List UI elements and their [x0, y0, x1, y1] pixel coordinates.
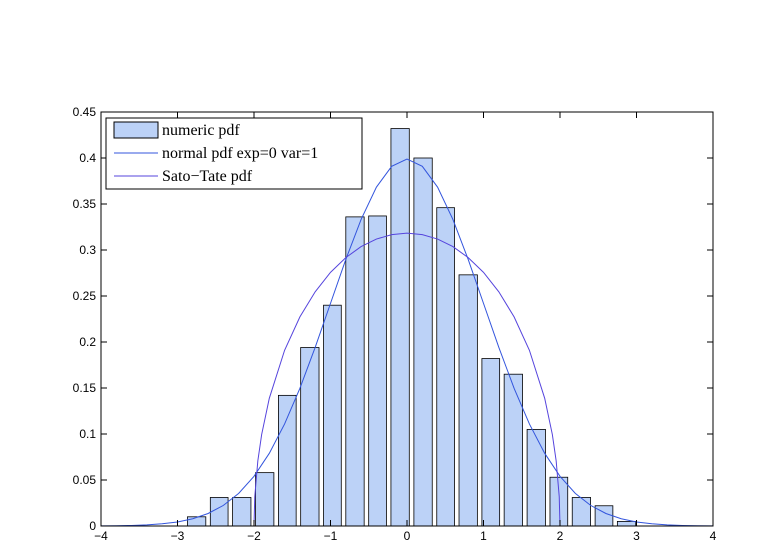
bar: [390, 128, 410, 527]
bar: [209, 497, 229, 527]
legend-label: Sato−Tate pdf: [162, 168, 253, 185]
pdf-line: [253, 232, 561, 527]
x-tick-label: −4: [94, 529, 108, 543]
x-tick-label: −1: [324, 529, 338, 543]
legend: numeric pdf normal pdf exp=0 var=1 Sato−Ta…: [105, 117, 363, 190]
y-tick-label: 0.35: [73, 197, 97, 211]
bar: [549, 476, 569, 527]
x-tick-label: 0: [404, 529, 411, 543]
bar: [368, 215, 387, 527]
y-tick-label: 0.1: [79, 427, 96, 441]
bar: [616, 521, 637, 527]
bar: [187, 516, 207, 527]
x-tick-label: −2: [247, 529, 261, 543]
y-tick-label: 0.15: [73, 381, 97, 395]
y-tick-label: 0.3: [79, 243, 96, 257]
bar: [526, 428, 546, 527]
bar: [345, 216, 365, 527]
y-tick-label: 0.4: [79, 151, 96, 165]
bar: [232, 497, 252, 527]
bar: [458, 274, 478, 527]
y-tick-label: 0.2: [79, 335, 96, 349]
bar: [278, 394, 297, 527]
bar: [255, 472, 275, 527]
bar: [323, 304, 342, 527]
x-tick-label: 3: [633, 529, 640, 543]
y-tick-label: 0.45: [73, 105, 97, 119]
legend-label: normal pdf exp=0 var=1: [162, 145, 318, 162]
bar: [436, 207, 455, 527]
y-tick-label: 0.25: [73, 289, 97, 303]
bar: [481, 358, 501, 527]
bar: [413, 157, 433, 527]
x-tick-label: 2: [557, 529, 564, 543]
bar: [300, 347, 320, 527]
y-tick-label: 0: [89, 519, 96, 533]
legend-label: numeric pdf: [162, 122, 240, 139]
pdf-line: [100, 158, 714, 527]
legend-patch: [113, 121, 159, 139]
bar: [571, 497, 591, 527]
bar: [503, 373, 523, 527]
y-tick-label: 0.05: [73, 473, 97, 487]
x-tick-label: −3: [171, 529, 185, 543]
x-tick-label: 1: [480, 529, 487, 543]
x-tick-label: 4: [710, 529, 717, 543]
